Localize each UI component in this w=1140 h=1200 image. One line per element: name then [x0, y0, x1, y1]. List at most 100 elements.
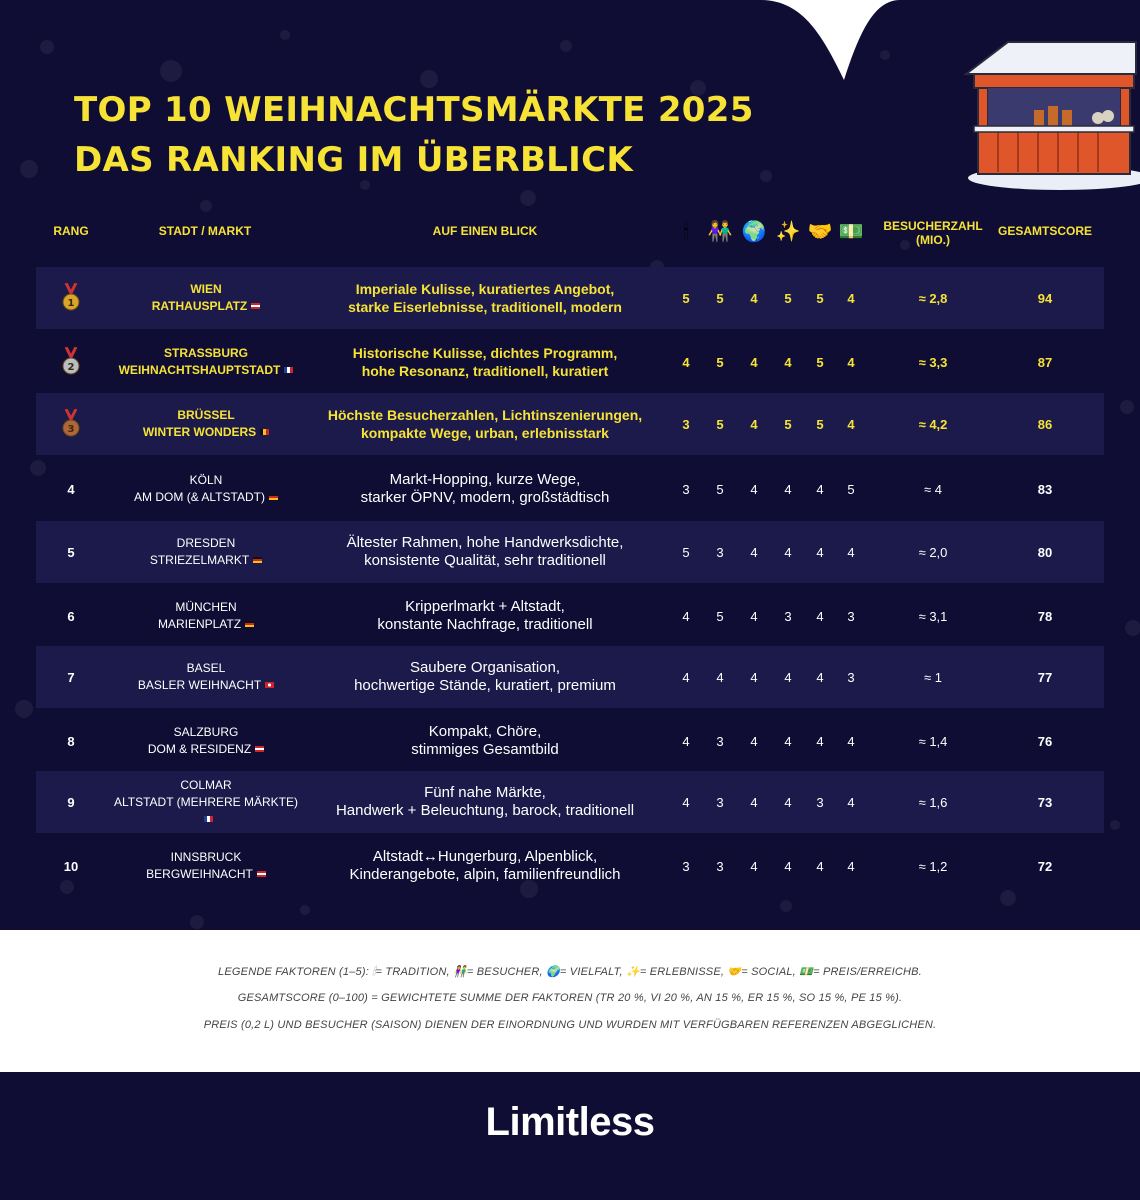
- rank-cell: 3: [36, 393, 106, 455]
- snow-dot: [200, 200, 212, 212]
- factor-score: 3: [716, 858, 724, 874]
- market-name: WINTER WONDERS: [142, 425, 257, 439]
- market-name: ALTSTADT (MEHRERE MÄRKTE): [113, 794, 298, 809]
- visitor-count: ≈ 1,2: [918, 858, 948, 874]
- factor-score: 4: [784, 733, 792, 749]
- column-header-price-icon: 💵: [838, 221, 864, 243]
- city-name: SALZBURG: [173, 725, 239, 739]
- medal-rank: 1: [68, 298, 75, 309]
- legend-factors: LEGENDE FAKTOREN (1–5): 🕯= TRADITION, 👫=…: [218, 966, 922, 978]
- city-name: COLMAR: [180, 777, 232, 792]
- factor-score: 4: [784, 544, 792, 560]
- city-cell: DRESDEN STRIEZELMARKT: [108, 521, 304, 583]
- summary-line: Kompakt, Chöre,: [428, 723, 542, 740]
- summary-line: Kinderangebote, alpin, familienfreundlic…: [349, 866, 621, 883]
- factor-score: 3: [716, 733, 724, 749]
- summary-cell: Fünf nahe Märkte, Handwerk + Beleuchtung,…: [310, 771, 660, 833]
- limitless-logo: Limitless: [485, 1100, 655, 1144]
- factor-score: 4: [682, 608, 690, 624]
- factor-score: 4: [682, 794, 690, 810]
- city-cell: BASEL BASLER WEIHNACHT: [108, 646, 304, 708]
- summary-line: Saubere Organisation,: [409, 659, 561, 676]
- factor-score: 5: [816, 416, 824, 432]
- flag-fr-icon: [203, 815, 213, 822]
- factor-score: 3: [716, 544, 724, 560]
- rank-number: 7: [67, 669, 75, 685]
- factor-score: 4: [750, 794, 758, 810]
- city-cell: MÜNCHEN MARIENPLATZ: [108, 585, 304, 647]
- summary-line: Imperiale Kulisse, kuratiertes Angebot,: [355, 281, 615, 297]
- factor-score: 4: [682, 669, 690, 685]
- ranking-row: 3 BRÜSSEL WINTER WONDERS Höchste Besucherza…: [36, 393, 1104, 455]
- market-name: STRIEZELMARKT: [149, 553, 250, 567]
- market-stall-illustration: [963, 41, 1140, 190]
- visitor-count: ≈ 2,8: [918, 290, 948, 306]
- summary-line: kompakte Wege, urban, erlebnisstark: [361, 425, 609, 441]
- city-cell: COLMAR ALTSTADT (MEHRERE MÄRKTE): [108, 771, 304, 833]
- snow-dot: [280, 30, 290, 40]
- factor-score: 4: [750, 608, 758, 624]
- total-score: 83: [1037, 481, 1053, 497]
- ranking-row: 2 STRASSBURG WEIHNACHTSHAUPTSTADT Historisc…: [36, 331, 1104, 393]
- total-score: 77: [1037, 669, 1053, 685]
- summary-line: Handwerk + Beleuchtung, barock, traditio…: [335, 802, 635, 819]
- snow-dot: [520, 880, 538, 898]
- factor-score: 4: [750, 481, 758, 497]
- rank-cell: 1: [36, 267, 106, 329]
- total-score: 78: [1037, 608, 1053, 624]
- market-name: MARIENPLATZ: [157, 617, 242, 631]
- silver-medal-icon: 2: [62, 347, 80, 375]
- factor-score: 3: [682, 481, 690, 497]
- top-curve-decoration: [760, 0, 900, 80]
- city-cell: KÖLN AM DOM (& ALTSTADT): [108, 458, 304, 520]
- summary-line: konstante Nachfrage, traditionell: [377, 616, 593, 633]
- ranking-row: 9 COLMAR ALTSTADT (MEHRERE MÄRKTE) Fünf nah…: [36, 771, 1104, 833]
- summary-cell: Höchste Besucherzahlen, Lichtinszenierun…: [310, 393, 660, 455]
- factor-score: 4: [750, 544, 758, 560]
- factor-score: 4: [750, 290, 758, 306]
- factor-score: 4: [784, 794, 792, 810]
- rank-cell: 9: [36, 771, 106, 833]
- total-score: 94: [1037, 290, 1053, 306]
- rank-cell: 5: [36, 521, 106, 583]
- rank-cell: 4: [36, 458, 106, 520]
- snow-dot: [300, 905, 310, 915]
- column-header-summary: AUF EINEN BLICK: [432, 224, 538, 238]
- ranking-row: 1 WIEN RATHAUSPLATZ Imperiale Kulisse, kura…: [36, 267, 1104, 329]
- factor-score: 5: [716, 354, 724, 370]
- city-cell: BRÜSSEL WINTER WONDERS: [108, 393, 304, 455]
- flag-de-icon: [253, 557, 263, 563]
- rank-cell: 8: [36, 710, 106, 772]
- snow-dot: [520, 190, 536, 206]
- legend-section: LEGENDE FAKTOREN (1–5): 🕯= TRADITION, 👫=…: [0, 930, 1140, 1072]
- flag-at-icon: [256, 871, 266, 877]
- snow-dot: [420, 70, 438, 88]
- city-cell: STRASSBURG WEIHNACHTSHAUPTSTADT: [108, 331, 304, 393]
- rank-cell: 7: [36, 646, 106, 708]
- infographic-hero: TOP 10 WEIHNACHTSMÄRKTE 2025 DAS RANKING…: [15, 0, 1140, 929]
- column-header-city: STADT / MARKT: [158, 224, 252, 238]
- city-name: INNSBRUCK: [170, 850, 242, 864]
- snow-dot: [760, 170, 772, 182]
- total-score: 72: [1037, 858, 1053, 874]
- bronze-medal-icon: 3: [62, 409, 80, 437]
- flag-de-icon: [268, 494, 278, 500]
- factor-score: 3: [847, 608, 855, 624]
- city-name: STRASSBURG: [163, 346, 248, 360]
- visitor-count: ≈ 2,0: [918, 544, 948, 560]
- factor-score: 3: [847, 669, 855, 685]
- visitor-count: ≈ 1,6: [918, 794, 948, 810]
- snow-dot: [60, 880, 74, 894]
- factor-score: 5: [816, 290, 824, 306]
- ranking-row: 6 MÜNCHEN MARIENPLATZ Kripperlmarkt + Altst…: [36, 585, 1104, 647]
- factor-score: 3: [682, 416, 690, 432]
- summary-line: hohe Resonanz, traditionell, kuratiert: [361, 363, 609, 379]
- snow-dot: [40, 40, 54, 54]
- factor-score: 4: [784, 669, 792, 685]
- snow-dot: [780, 900, 792, 912]
- factor-score: 5: [816, 354, 824, 370]
- summary-cell: Ältester Rahmen, hohe Handwerksdichte, ko…: [310, 521, 660, 583]
- column-header-score: GESAMTSCORE: [997, 224, 1092, 238]
- factor-score: 4: [716, 669, 724, 685]
- snow-dot: [360, 180, 370, 190]
